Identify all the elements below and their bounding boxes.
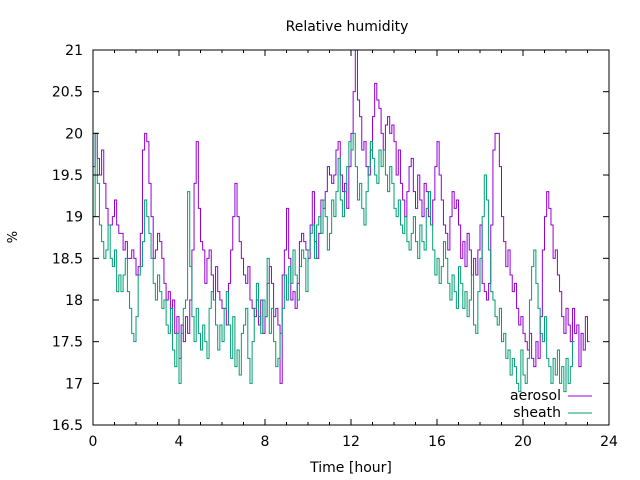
legend-label-sheath: sheath [513, 405, 561, 421]
chart-title: Relative humidity [286, 19, 409, 35]
y-tick-label: 17.5 [52, 335, 83, 351]
y-tick-label: 18.5 [52, 251, 83, 267]
series-line-sheath [93, 132, 575, 393]
x-tick-label: 0 [89, 434, 98, 450]
x-tick-label: 20 [514, 434, 532, 450]
x-tick-label: 4 [175, 434, 184, 450]
y-tick-label: 19 [65, 210, 83, 226]
y-tick-label: 17 [65, 376, 83, 392]
y-axis-label: % [6, 231, 21, 243]
y-tick-label: 21 [65, 43, 83, 59]
y-tick-label: 19.5 [52, 168, 83, 184]
x-tick-label: 12 [342, 434, 360, 450]
x-axis-label: Time [hour] [309, 460, 392, 476]
series-layer [93, 49, 590, 393]
plot-frame [92, 49, 610, 426]
y-tick-label: 16.5 [52, 418, 83, 434]
y-tick-label: 20.5 [52, 85, 83, 101]
x-tick-label: 16 [428, 434, 446, 450]
y-tick-label: 20 [65, 126, 83, 142]
legend: aerosol sheath [510, 388, 592, 421]
x-tick-label: 8 [261, 434, 270, 450]
legend-label-aerosol: aerosol [510, 388, 561, 404]
series-line-aerosol [93, 49, 590, 384]
x-tick-label: 24 [600, 434, 618, 450]
ticks-layer: 16.5 17 17.5 18 18.5 19 19.5 20 20.5 21 0 4 8 12 16 20 2… [52, 43, 618, 450]
y-tick-label: 18 [65, 293, 83, 309]
